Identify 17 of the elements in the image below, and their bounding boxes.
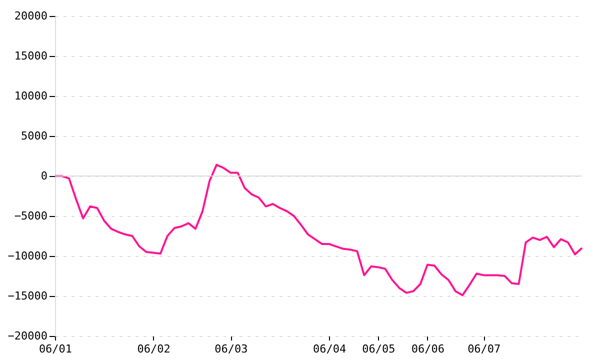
- x-tick-label: 06/05: [362, 342, 396, 356]
- y-tick-label: 15000: [14, 50, 48, 62]
- y-tick-label: 20000: [14, 10, 48, 22]
- x-tick-label: 06/06: [411, 342, 444, 356]
- y-tick-label: −5000: [14, 210, 48, 222]
- y-tick-label: 10000: [14, 90, 48, 102]
- y-tick-label: −20000: [8, 330, 48, 342]
- y-tick-label: −10000: [8, 250, 48, 262]
- x-tick-label: 06/04: [312, 342, 346, 356]
- x-tick-label: 06/01: [38, 342, 72, 356]
- y-tick-label: 5000: [21, 130, 48, 142]
- x-tick-label: 06/02: [137, 342, 170, 356]
- x-tick-label: 06/07: [468, 342, 501, 356]
- y-tick-label: 0: [40, 170, 48, 182]
- x-tick-label: 06/03: [214, 342, 248, 356]
- y-tick-label: −15000: [8, 290, 48, 302]
- line-series: [54, 164, 583, 296]
